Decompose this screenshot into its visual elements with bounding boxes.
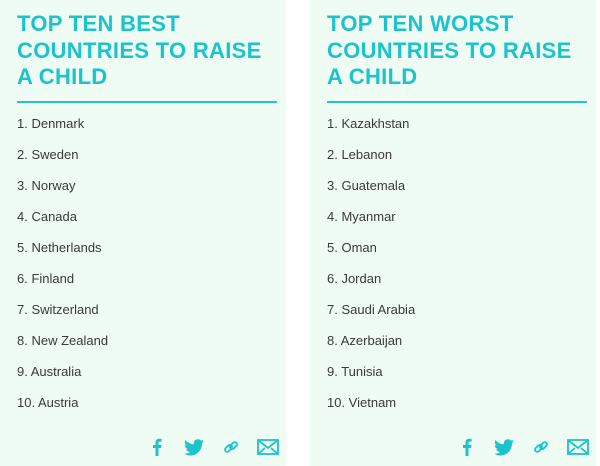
card-title: TOP TEN WORST COUNTRIES TO RAISE A CHILD (327, 11, 572, 89)
rank-list: 1. Denmark 2. Sweden 3. Norway 4. Canada… (17, 114, 108, 424)
facebook-icon[interactable] (146, 436, 168, 458)
list-item: 6. Jordan (327, 271, 382, 286)
twitter-icon[interactable] (493, 436, 515, 458)
list-item: 4. Myanmar (327, 209, 396, 224)
list-item: 1. Denmark (17, 116, 85, 131)
twitter-icon[interactable] (183, 436, 205, 458)
list-item: 5. Oman (327, 240, 377, 255)
rank-list: 1. Kazakhstan 2. Lebanon 3. Guatemala 4.… (327, 114, 415, 424)
title-divider (17, 101, 277, 103)
list-item: 8. New Zealand (17, 333, 109, 348)
list-item: 3. Guatemala (327, 178, 406, 193)
share-bar (146, 436, 279, 458)
list-item: 1. Kazakhstan (327, 116, 410, 131)
link-icon[interactable] (530, 436, 552, 458)
list-item: 4. Canada (17, 209, 77, 224)
share-bar (456, 436, 589, 458)
worst-countries-card: TOP TEN WORST COUNTRIES TO RAISE A CHILD… (310, 0, 596, 466)
list-item: 5. Netherlands (17, 240, 102, 255)
list-item: 2. Lebanon (327, 147, 393, 162)
email-icon[interactable] (567, 436, 589, 458)
card-title: TOP TEN BEST COUNTRIES TO RAISE A CHILD (17, 11, 262, 89)
facebook-icon[interactable] (456, 436, 478, 458)
title-divider (327, 101, 587, 103)
list-item: 3. Norway (17, 178, 76, 193)
list-item: 9. Tunisia (327, 364, 383, 379)
list-item: 6. Finland (17, 271, 75, 286)
list-item: 8. Azerbaijan (327, 333, 403, 348)
list-item: 7. Switzerland (17, 302, 99, 317)
email-icon[interactable] (257, 436, 279, 458)
link-icon[interactable] (220, 436, 242, 458)
best-countries-card: TOP TEN BEST COUNTRIES TO RAISE A CHILD … (0, 0, 286, 466)
list-item: 10. Vietnam (327, 395, 397, 410)
list-item: 10. Austria (17, 395, 79, 410)
list-item: 2. Sweden (17, 147, 79, 162)
list-item: 7. Saudi Arabia (327, 302, 416, 317)
list-item: 9. Australia (17, 364, 82, 379)
